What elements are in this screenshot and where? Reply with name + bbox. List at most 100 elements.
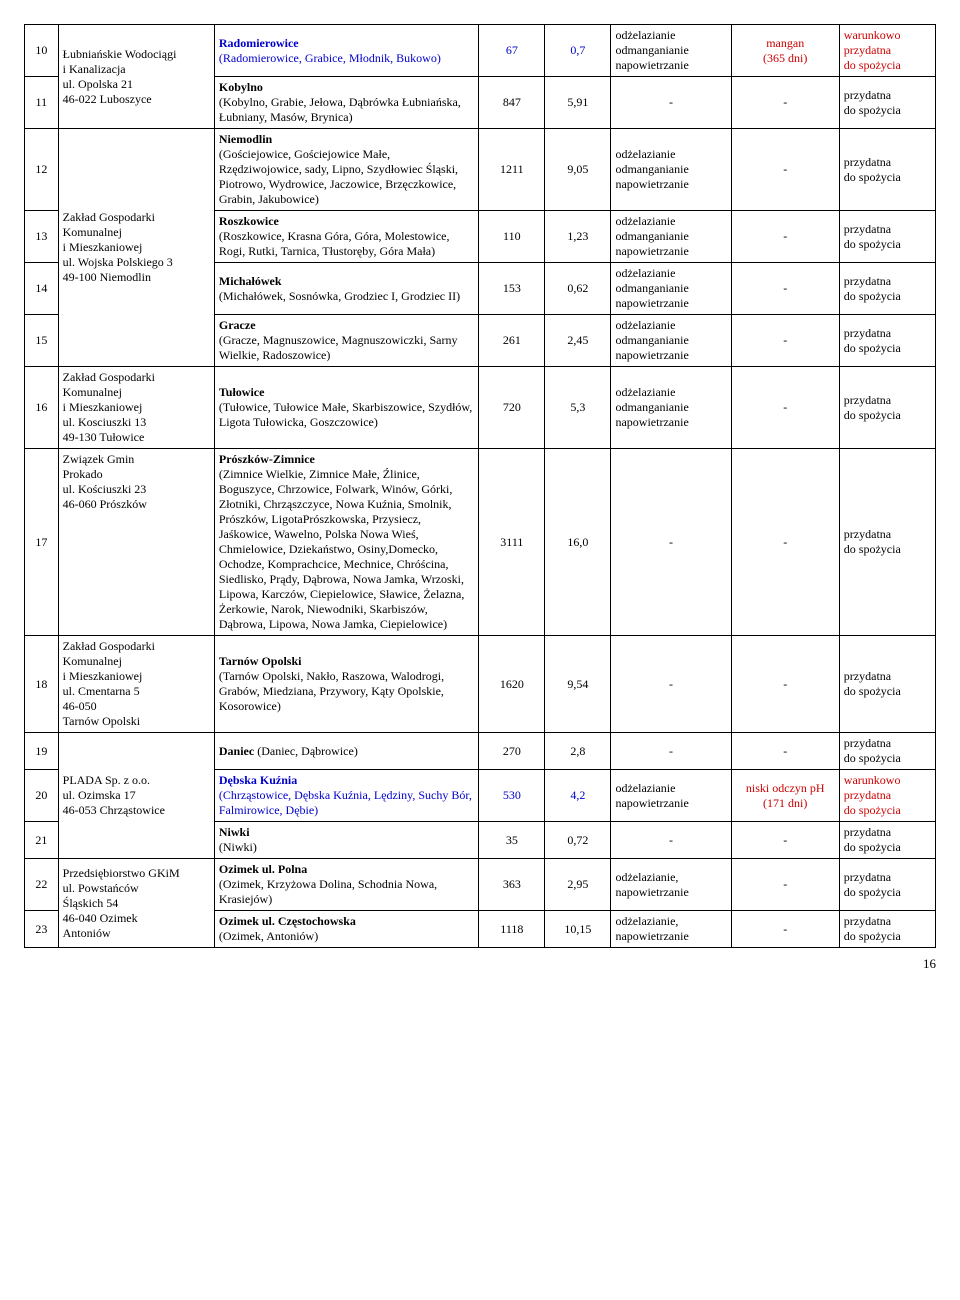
value-2: 4,2 <box>545 770 611 822</box>
area-body: (Tarnów Opolski, Nakło, Raszowa, Walodro… <box>219 669 444 713</box>
area-cell: Gracze(Gracze, Magnuszowice, Magnuszowic… <box>214 315 478 367</box>
supplier-text: Zakład Gospodarki Komunalnej i Mieszkani… <box>63 639 155 728</box>
exceed-cell: - <box>731 315 839 367</box>
area-cell: Roszkowice (Roszkowice, Krasna Góra, Gór… <box>214 211 478 263</box>
exceed-cell: - <box>731 733 839 770</box>
quality-cell: przydatna do spożycia <box>839 315 935 367</box>
area-title: Ozimek ul. Częstochowska <box>219 914 356 928</box>
treatment-cell: odżelazianie odmanganianie napowietrzani… <box>611 315 731 367</box>
row-number: 14 <box>25 263 59 315</box>
treatment-cell: - <box>611 77 731 129</box>
value-1: 67 <box>479 25 545 77</box>
page-number: 16 <box>24 956 936 972</box>
area-body: (Tułowice, Tułowice Małe, Skarbiszowice,… <box>219 400 472 429</box>
area-cell: Daniec (Daniec, Dąbrowice) <box>214 733 478 770</box>
exceed-cell: - <box>731 211 839 263</box>
value-1: 363 <box>479 859 545 911</box>
area-cell: Ozimek ul. Polna(Ozimek, Krzyżowa Dolina… <box>214 859 478 911</box>
exceed-cell: mangan (365 dni) <box>731 25 839 77</box>
exceed-cell: - <box>731 911 839 948</box>
area-body: (Kobylno, Grabie, Jełowa, Dąbrówka Łubni… <box>219 95 461 124</box>
area-title: Michałówek <box>219 274 282 288</box>
quality-cell: przydatna do spożycia <box>839 449 935 636</box>
row-number: 22 <box>25 859 59 911</box>
treatment-cell: odżelazianie napowietrzanie <box>611 770 731 822</box>
exceed-cell: niski odczyn pH (171 dni) <box>731 770 839 822</box>
quality-cell: przydatna do spożycia <box>839 636 935 733</box>
treatment-cell: odżelazianie, napowietrzanie <box>611 911 731 948</box>
treatment-cell: odżelazianie odmanganianie napowietrzani… <box>611 211 731 263</box>
table-row: 18 Zakład Gospodarki Komunalnej i Mieszk… <box>25 636 936 733</box>
row-number: 18 <box>25 636 59 733</box>
supplier-text: Zakład Gospodarki Komunalnej i Mieszkani… <box>63 210 173 284</box>
exceed-cell: - <box>731 636 839 733</box>
value-1: 1118 <box>479 911 545 948</box>
value-2: 9,54 <box>545 636 611 733</box>
area-cell: Kobylno(Kobylno, Grabie, Jełowa, Dąbrówk… <box>214 77 478 129</box>
exceed-cell: - <box>731 263 839 315</box>
area-body: (Ozimek, Antoniów) <box>219 929 318 943</box>
value-1: 720 <box>479 367 545 449</box>
supplier-text: Łubniańskie Wodociągi i Kanalizacja ul. … <box>63 47 177 106</box>
value-1: 261 <box>479 315 545 367</box>
supplier-cell: Łubniańskie Wodociągi i Kanalizacja ul. … <box>58 25 214 129</box>
quality-cell: warunkowo przydatna do spożycia <box>839 25 935 77</box>
quality-cell: przydatna do spożycia <box>839 77 935 129</box>
treatment-cell: - <box>611 733 731 770</box>
supplier-cell: PLADA Sp. z o.o. ul. Ozimska 17 46-053 C… <box>58 733 214 859</box>
supplier-text: Związek Gmin Prokado ul. Kościuszki 23 4… <box>63 452 147 511</box>
value-2: 1,23 <box>545 211 611 263</box>
supplier-cell: Przedsiębiorstwo GKiM ul. Powstańców Ślą… <box>58 859 214 948</box>
value-2: 9,05 <box>545 129 611 211</box>
quality-cell: przydatna do spożycia <box>839 263 935 315</box>
area-body: (Ozimek, Krzyżowa Dolina, Schodnia Nowa,… <box>219 877 437 906</box>
area-body: (Niwki) <box>219 840 257 854</box>
table-row: 12 Zakład Gospodarki Komunalnej i Mieszk… <box>25 129 936 211</box>
row-number: 20 <box>25 770 59 822</box>
exceed-cell: - <box>731 859 839 911</box>
exceed-cell: - <box>731 822 839 859</box>
area-body: (Gościejowice, Gościejowice Małe, Rzędzi… <box>219 147 458 206</box>
table-row: 22 Przedsiębiorstwo GKiM ul. Powstańców … <box>25 859 936 911</box>
value-1: 3111 <box>479 449 545 636</box>
table-row: 17 Związek Gmin Prokado ul. Kościuszki 2… <box>25 449 936 636</box>
treatment-cell: odżelazianie odmanganianie napowietrzani… <box>611 129 731 211</box>
area-title: Radomierowice <box>219 36 299 50</box>
treatment-cell: - <box>611 822 731 859</box>
row-number: 10 <box>25 25 59 77</box>
value-1: 530 <box>479 770 545 822</box>
treatment-cell: odżelazianie odmanganianie napowietrzani… <box>611 263 731 315</box>
value-2: 2,8 <box>545 733 611 770</box>
area-cell: Ozimek ul. Częstochowska(Ozimek, Antonió… <box>214 911 478 948</box>
quality-cell: przydatna do spożycia <box>839 859 935 911</box>
area-title: Daniec <box>219 744 257 758</box>
value-2: 0,62 <box>545 263 611 315</box>
treatment-cell: odżelazianie odmanganianie napowietrzani… <box>611 367 731 449</box>
row-number: 16 <box>25 367 59 449</box>
area-body: (Radomierowice, Grabice, Młodnik, Bukowo… <box>219 51 441 65</box>
exceed-cell: - <box>731 367 839 449</box>
quality-cell: przydatna do spożycia <box>839 822 935 859</box>
exceed-cell: - <box>731 449 839 636</box>
row-number: 11 <box>25 77 59 129</box>
water-supply-table: 10 Łubniańskie Wodociągi i Kanalizacja u… <box>24 24 936 948</box>
value-2: 0,72 <box>545 822 611 859</box>
value-1: 1620 <box>479 636 545 733</box>
value-2: 10,15 <box>545 911 611 948</box>
value-1: 35 <box>479 822 545 859</box>
row-number: 19 <box>25 733 59 770</box>
row-number: 12 <box>25 129 59 211</box>
exceed-cell: - <box>731 77 839 129</box>
area-cell: Prószków-Zimnice(Zimnice Wielkie, Zimnic… <box>214 449 478 636</box>
supplier-cell: Zakład Gospodarki Komunalnej i Mieszkani… <box>58 367 214 449</box>
area-title: Tułowice <box>219 385 265 399</box>
area-title: Kobylno <box>219 80 263 94</box>
treatment-cell: odżelazianie, napowietrzanie <box>611 859 731 911</box>
area-body: (Zimnice Wielkie, Zimnice Małe, Źlinice,… <box>219 467 464 631</box>
row-number: 13 <box>25 211 59 263</box>
supplier-text: Zakład Gospodarki Komunalnej i Mieszkani… <box>63 370 155 444</box>
area-title: Ozimek ul. Polna <box>219 862 307 876</box>
value-1: 270 <box>479 733 545 770</box>
quality-cell: przydatna do spożycia <box>839 367 935 449</box>
supplier-cell: Zakład Gospodarki Komunalnej i Mieszkani… <box>58 636 214 733</box>
